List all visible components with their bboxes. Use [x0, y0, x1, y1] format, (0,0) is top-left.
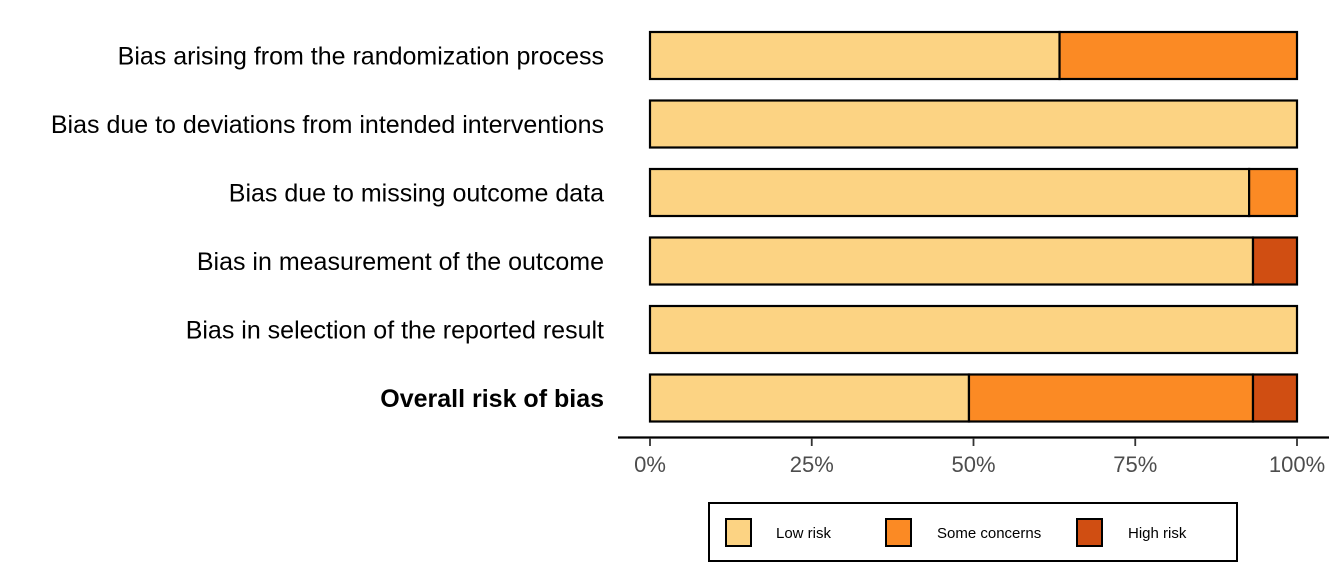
bar-segment-some-concerns: [1058, 30, 1299, 81]
bar-segment-low-risk: [648, 99, 1299, 149]
x-tick-label: 25%: [790, 452, 834, 477]
legend-label: Low risk: [776, 525, 832, 542]
bar-segment-some-concerns: [1248, 167, 1299, 218]
bar-segment-high-risk: [1251, 236, 1299, 286]
category-label: Bias in selection of the reported result: [186, 317, 604, 345]
legend-key-low-risk: [725, 518, 752, 547]
category-label: Bias arising from the randomization proc…: [118, 43, 604, 71]
bar-segment-high-risk: [1251, 373, 1299, 423]
bar-segment-low-risk: [648, 167, 1251, 218]
category-label: Overall risk of bias: [380, 385, 604, 413]
category-labels: Bias arising from the randomization proc…: [51, 43, 604, 414]
x-tick-label: 75%: [1113, 452, 1157, 477]
x-tick-label: 0%: [634, 452, 666, 477]
legend-key-high-risk: [1076, 518, 1103, 547]
bar-segment-low-risk: [648, 304, 1299, 355]
x-tick-label: 100%: [1269, 452, 1325, 477]
bar-segment-low-risk: [648, 373, 971, 423]
x-tick-label: 50%: [951, 452, 995, 477]
legend-box: [708, 502, 1238, 562]
bar-segment-some-concerns: [967, 373, 1255, 423]
bar-segment-low-risk: [648, 236, 1255, 286]
bar-segment-low-risk: [648, 30, 1061, 81]
legend-key-some-concerns: [885, 518, 912, 547]
category-label: Bias due to deviations from intended int…: [51, 111, 604, 139]
bars: [648, 30, 1299, 423]
category-label: Bias in measurement of the outcome: [197, 248, 604, 276]
legend-label: High risk: [1128, 525, 1187, 542]
legend-label: Some concerns: [937, 525, 1041, 542]
x-axis: 0% 25% 50% 75% 100%: [618, 436, 1329, 477]
category-label: Bias due to missing outcome data: [229, 180, 604, 208]
legend: Low risk Some concerns High risk: [708, 502, 1238, 562]
